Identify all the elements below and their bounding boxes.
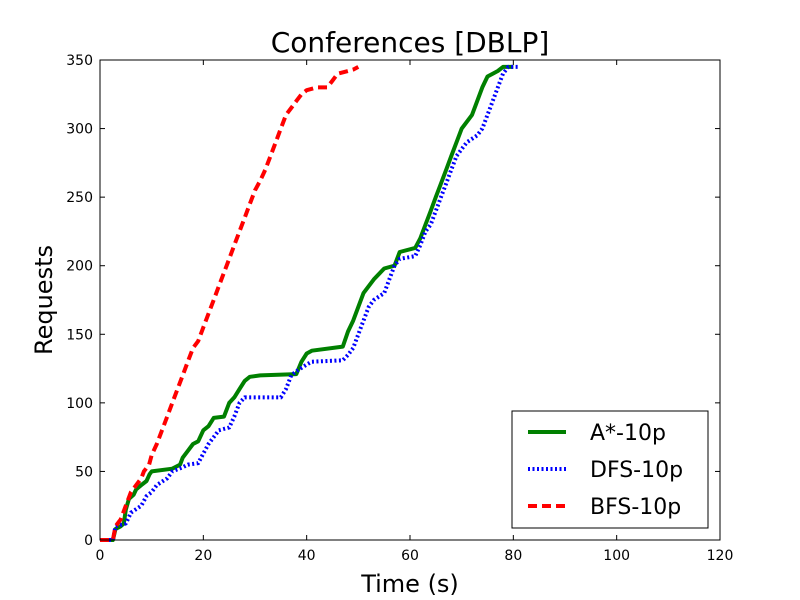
y-tick-label: 350 [66, 53, 93, 69]
y-tick-label: 150 [66, 327, 93, 343]
x-tick-label: 20 [194, 548, 212, 564]
x-tick-label: 100 [603, 548, 630, 564]
legend-label-1: DFS-10p [590, 458, 683, 483]
y-tick-label: 50 [75, 464, 93, 480]
y-tick-label: 100 [66, 396, 93, 412]
legend-label-2: BFS-10p [590, 495, 681, 520]
series-line-2 [100, 65, 360, 542]
axis-ticks: 0 20 40 60 80 100 120 0 50 100 150 200 250 300 350 [66, 53, 733, 564]
legend-label-0: A*-10p [590, 421, 666, 446]
y-tick-label: 250 [66, 190, 93, 206]
x-tick-label: 80 [504, 548, 522, 564]
x-tick-label: 60 [401, 548, 419, 564]
x-tick-label: 40 [298, 548, 316, 564]
y-tick-label: 200 [66, 259, 93, 275]
plot-frame [99, 59, 721, 541]
y-tick-label: 0 [84, 533, 93, 549]
series-line-0 [100, 64, 514, 542]
y-tick-label: 300 [66, 122, 93, 138]
x-tick-label: 0 [96, 548, 105, 564]
series-layer [100, 64, 519, 542]
legend: A*-10p DFS-10p BFS-10p [511, 410, 709, 529]
x-axis-label: Time (s) [360, 570, 459, 598]
y-axis-label: Requests [30, 245, 58, 355]
x-tick-label: 120 [707, 548, 734, 564]
chart-title: Conferences [DBLP] [271, 26, 550, 59]
series-line-1 [100, 64, 519, 542]
